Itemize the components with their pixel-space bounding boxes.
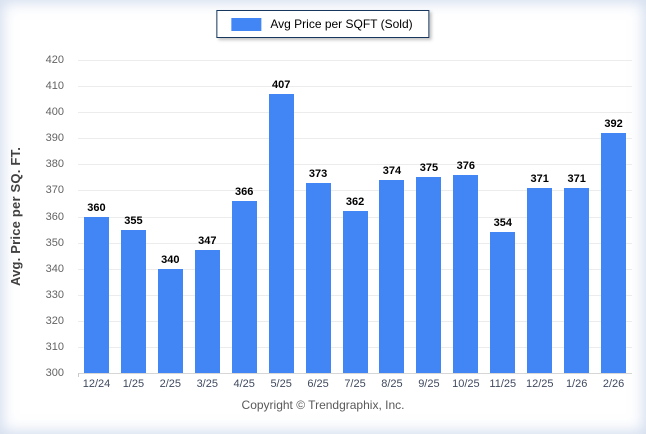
x-axis-labels: 12/24 1/25 2/25 3/25 4/25 5/25 6/25 7/25 8/25 9/2… bbox=[78, 378, 632, 390]
bar bbox=[231, 200, 257, 373]
bar-value-label: 371 bbox=[567, 172, 586, 185]
gridline-410 bbox=[78, 86, 632, 88]
bar-slot-1/26: 371 bbox=[558, 60, 595, 373]
bar bbox=[564, 187, 590, 373]
bar-value-label: 374 bbox=[382, 164, 402, 177]
bar-slot-8/25: 374 bbox=[374, 60, 411, 373]
bar bbox=[342, 211, 368, 373]
y-tick-label-400: 400 bbox=[45, 106, 64, 119]
bar-slot-12/25: 371 bbox=[521, 60, 558, 373]
x-tick-label: 12/25 bbox=[525, 378, 554, 390]
bar-value-label: 347 bbox=[198, 235, 217, 248]
x-tick-label: 1/26 bbox=[565, 378, 588, 390]
bar-value-label: 360 bbox=[87, 201, 106, 214]
bar-slot-5/25: 407 bbox=[263, 60, 300, 373]
bar-value-label: 375 bbox=[419, 162, 439, 175]
bar bbox=[416, 177, 442, 373]
bar bbox=[453, 174, 479, 373]
bar bbox=[157, 268, 183, 373]
bar-slot-4/25: 366 bbox=[226, 60, 263, 373]
bar-value-label: 362 bbox=[345, 196, 365, 209]
bar-slot-12/24: 360 bbox=[78, 60, 115, 373]
gridline-390 bbox=[78, 138, 632, 140]
chart-legend: Avg Price per SQFT (Sold) bbox=[216, 10, 430, 38]
bar-slot-10/25: 376 bbox=[447, 60, 484, 373]
bar-slot-2/25: 340 bbox=[152, 60, 189, 373]
bar bbox=[268, 93, 294, 373]
bar bbox=[120, 229, 146, 373]
bar-slot-7/25: 362 bbox=[337, 60, 374, 373]
gridline-370 bbox=[78, 190, 632, 192]
x-tick-label: 9/25 bbox=[418, 378, 440, 390]
x-tick-label: 3/25 bbox=[196, 378, 218, 390]
bar bbox=[305, 182, 331, 373]
bar-slot-2/26: 392 bbox=[595, 60, 632, 373]
bar-value-label: 340 bbox=[161, 253, 180, 266]
bar-value-label: 371 bbox=[530, 172, 549, 185]
bar bbox=[490, 232, 516, 373]
gridline-420 bbox=[78, 60, 632, 61]
y-tick-label-370: 370 bbox=[45, 184, 64, 197]
x-tick-label: 6/25 bbox=[307, 378, 329, 390]
y-tick-label-350: 350 bbox=[45, 236, 64, 249]
y-tick-label-390: 390 bbox=[45, 132, 64, 145]
x-tick-label: 12/24 bbox=[82, 378, 111, 390]
bar-slot-3/25: 347 bbox=[189, 60, 226, 373]
x-tick-label: 4/25 bbox=[233, 378, 255, 390]
bar-value-label: 392 bbox=[604, 118, 623, 131]
gridline-380 bbox=[78, 164, 632, 166]
bar-value-label: 366 bbox=[235, 185, 254, 198]
bar-value-label: 354 bbox=[493, 217, 512, 230]
x-tick-label: 7/25 bbox=[344, 378, 366, 390]
y-axis-ticks: 420 410 400 390 380 370 360 350 340 330 320 310 300 bbox=[0, 54, 72, 379]
bar bbox=[83, 216, 109, 373]
x-tick-label: 11/25 bbox=[489, 378, 517, 390]
y-tick-label-360: 360 bbox=[45, 210, 64, 223]
bar bbox=[601, 133, 627, 373]
bar-value-label: 373 bbox=[308, 167, 328, 180]
y-tick-label-340: 340 bbox=[45, 262, 64, 275]
bar bbox=[194, 250, 220, 373]
x-tick-label: 10/25 bbox=[452, 378, 480, 390]
y-tick-label-420: 420 bbox=[45, 54, 64, 66]
y-tick-label-410: 410 bbox=[45, 80, 64, 93]
copyright-text: Copyright © Trendgraphix, Inc. bbox=[241, 398, 405, 412]
gridline-300 bbox=[78, 373, 632, 374]
bar-value-label: 355 bbox=[124, 214, 143, 227]
bar-value-label: 407 bbox=[271, 78, 291, 91]
y-tick-label-330: 330 bbox=[45, 288, 64, 301]
x-tick-label: 8/25 bbox=[381, 378, 403, 390]
y-tick-label-320: 320 bbox=[45, 314, 64, 327]
bar-value-label: 376 bbox=[456, 159, 476, 172]
x-tick-label: 2/25 bbox=[159, 378, 182, 390]
bar-slot-1/25: 355 bbox=[115, 60, 152, 373]
y-tick-label-380: 380 bbox=[45, 158, 64, 171]
bar bbox=[527, 187, 553, 373]
bar-slot-11/25: 354 bbox=[484, 60, 521, 373]
x-tick-label: 2/26 bbox=[602, 378, 625, 390]
x-tick-label: 5/25 bbox=[270, 378, 292, 390]
gridline-400 bbox=[78, 112, 632, 114]
plot-area: 360 355 340 347 366 407 373 362 374 375 376 354 371 3… bbox=[78, 60, 632, 374]
legend-swatch bbox=[231, 17, 262, 31]
bar bbox=[379, 179, 405, 373]
x-tick-label: 1/25 bbox=[122, 378, 145, 390]
bar-series: 360 355 340 347 366 407 373 362 374 375 376 354 371 3… bbox=[78, 60, 632, 373]
y-tick-label-310: 310 bbox=[45, 340, 64, 353]
x-axis-left-tick bbox=[78, 373, 79, 377]
y-tick-label-300: 300 bbox=[45, 367, 64, 379]
legend-label: Avg Price per SQFT (Sold) bbox=[270, 17, 413, 31]
bar-slot-6/25: 373 bbox=[300, 60, 337, 373]
bar-slot-9/25: 375 bbox=[410, 60, 447, 373]
